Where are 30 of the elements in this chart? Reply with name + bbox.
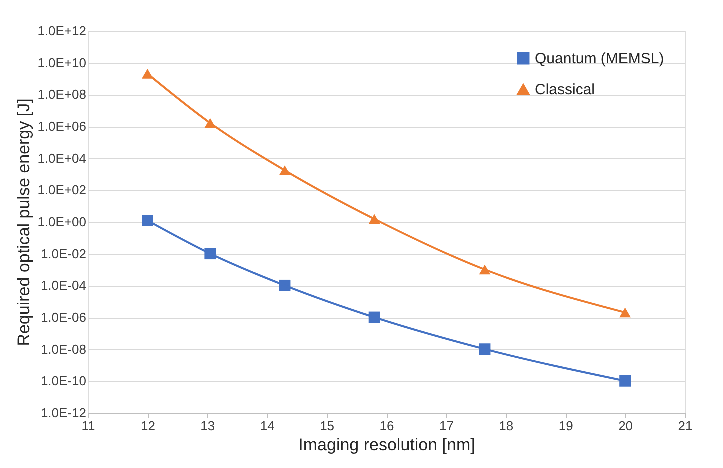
x-tick-label: 19 — [558, 418, 574, 434]
x-tick-label: 16 — [380, 418, 394, 434]
x-tick-label: 15 — [320, 418, 335, 434]
x-axis-title: Imaging resolution [nm] — [298, 436, 476, 454]
y-tick-label: 1.0E+02 — [38, 182, 86, 198]
x-tick-label: 14 — [260, 418, 275, 434]
x-tick-label: 21 — [678, 418, 693, 434]
y-tick-label: 1.0E-06 — [40, 310, 86, 325]
point — [620, 375, 631, 387]
y-tick-label: 1.0E+12 — [38, 24, 86, 38]
y-tick-label: 1.0E+08 — [38, 87, 86, 102]
y-tick-label: 1.0E+10 — [38, 55, 86, 70]
y-tick-label: 1.0E-10 — [40, 374, 86, 389]
x-tick-label: 20 — [618, 418, 634, 434]
y-tick-label: 1.0E+06 — [38, 119, 86, 134]
x-tick-label: 11 — [82, 418, 96, 434]
y-tick-label: 1.0E-08 — [40, 342, 86, 357]
x-tick-label: 17 — [439, 418, 454, 434]
y-tick-label: 1.0E-04 — [40, 278, 86, 294]
y-axis-title: Required optical pulse energy [J] — [14, 98, 34, 346]
x-tick-label: 13 — [200, 418, 216, 434]
x-tick-label: 12 — [140, 418, 156, 434]
y-tick-label: 1.0E+00 — [38, 214, 86, 230]
legend-label: Quantum (MEMSL) — [535, 50, 664, 68]
x-tick-label: 18 — [499, 418, 514, 434]
y-tick-label: 1.0E-12 — [40, 406, 86, 420]
point — [142, 215, 154, 226]
legend-label: Classical — [535, 82, 596, 98]
y-tick-label: 1.0E-02 — [40, 246, 86, 262]
y-tick-label: 1.0E+04 — [38, 150, 86, 166]
